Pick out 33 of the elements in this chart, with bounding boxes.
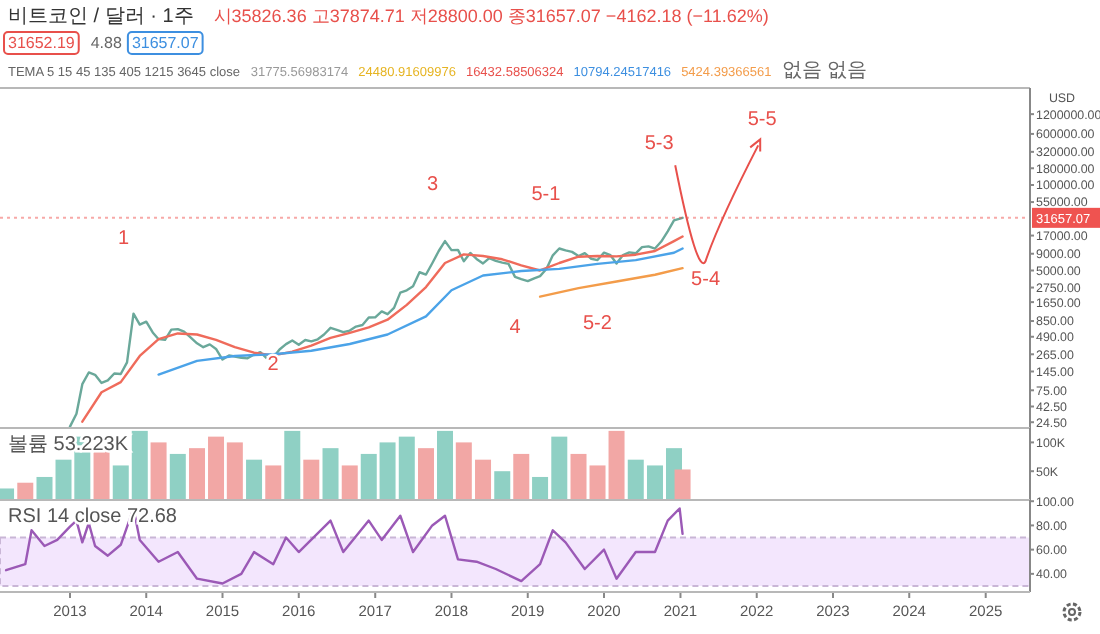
text: 시35826.36 고37874.71 저28800.00 종31657.07 −4162.18 (−11.62%) — [213, 6, 769, 26]
bar — [437, 430, 454, 500]
annotation: 5-2 — [582, 313, 613, 336]
line-series — [4, 507, 684, 585]
annotation: 5-5 — [747, 109, 778, 132]
text: 31652.19 — [8, 34, 76, 52]
annotation: 2 — [267, 354, 280, 377]
line-series — [538, 266, 684, 298]
line-series — [157, 247, 684, 376]
bar — [150, 442, 167, 500]
bar — [494, 471, 511, 500]
bar — [341, 465, 358, 500]
text: 4.88 — [90, 34, 123, 52]
bar — [303, 459, 320, 500]
annotation: 5-4 — [691, 269, 721, 292]
annotation: 5-1 — [531, 184, 562, 207]
bar — [169, 453, 186, 500]
bar — [674, 469, 691, 500]
text: 없음 없음 — [781, 60, 868, 82]
bar — [0, 488, 15, 500]
bar — [322, 448, 339, 500]
bar — [17, 482, 34, 500]
bar — [246, 459, 263, 500]
annotation: 1 — [118, 228, 131, 251]
text: 31657.07 — [131, 34, 200, 52]
bar — [418, 448, 434, 500]
annotation: 4 — [509, 316, 522, 339]
bar — [284, 430, 301, 500]
annotation: 5-3 — [644, 133, 675, 156]
chart-title: 비트코인 / 달러 · 1주 — [8, 6, 194, 28]
annotation: 3 — [427, 174, 440, 196]
bar — [265, 465, 282, 500]
bar — [513, 453, 530, 500]
